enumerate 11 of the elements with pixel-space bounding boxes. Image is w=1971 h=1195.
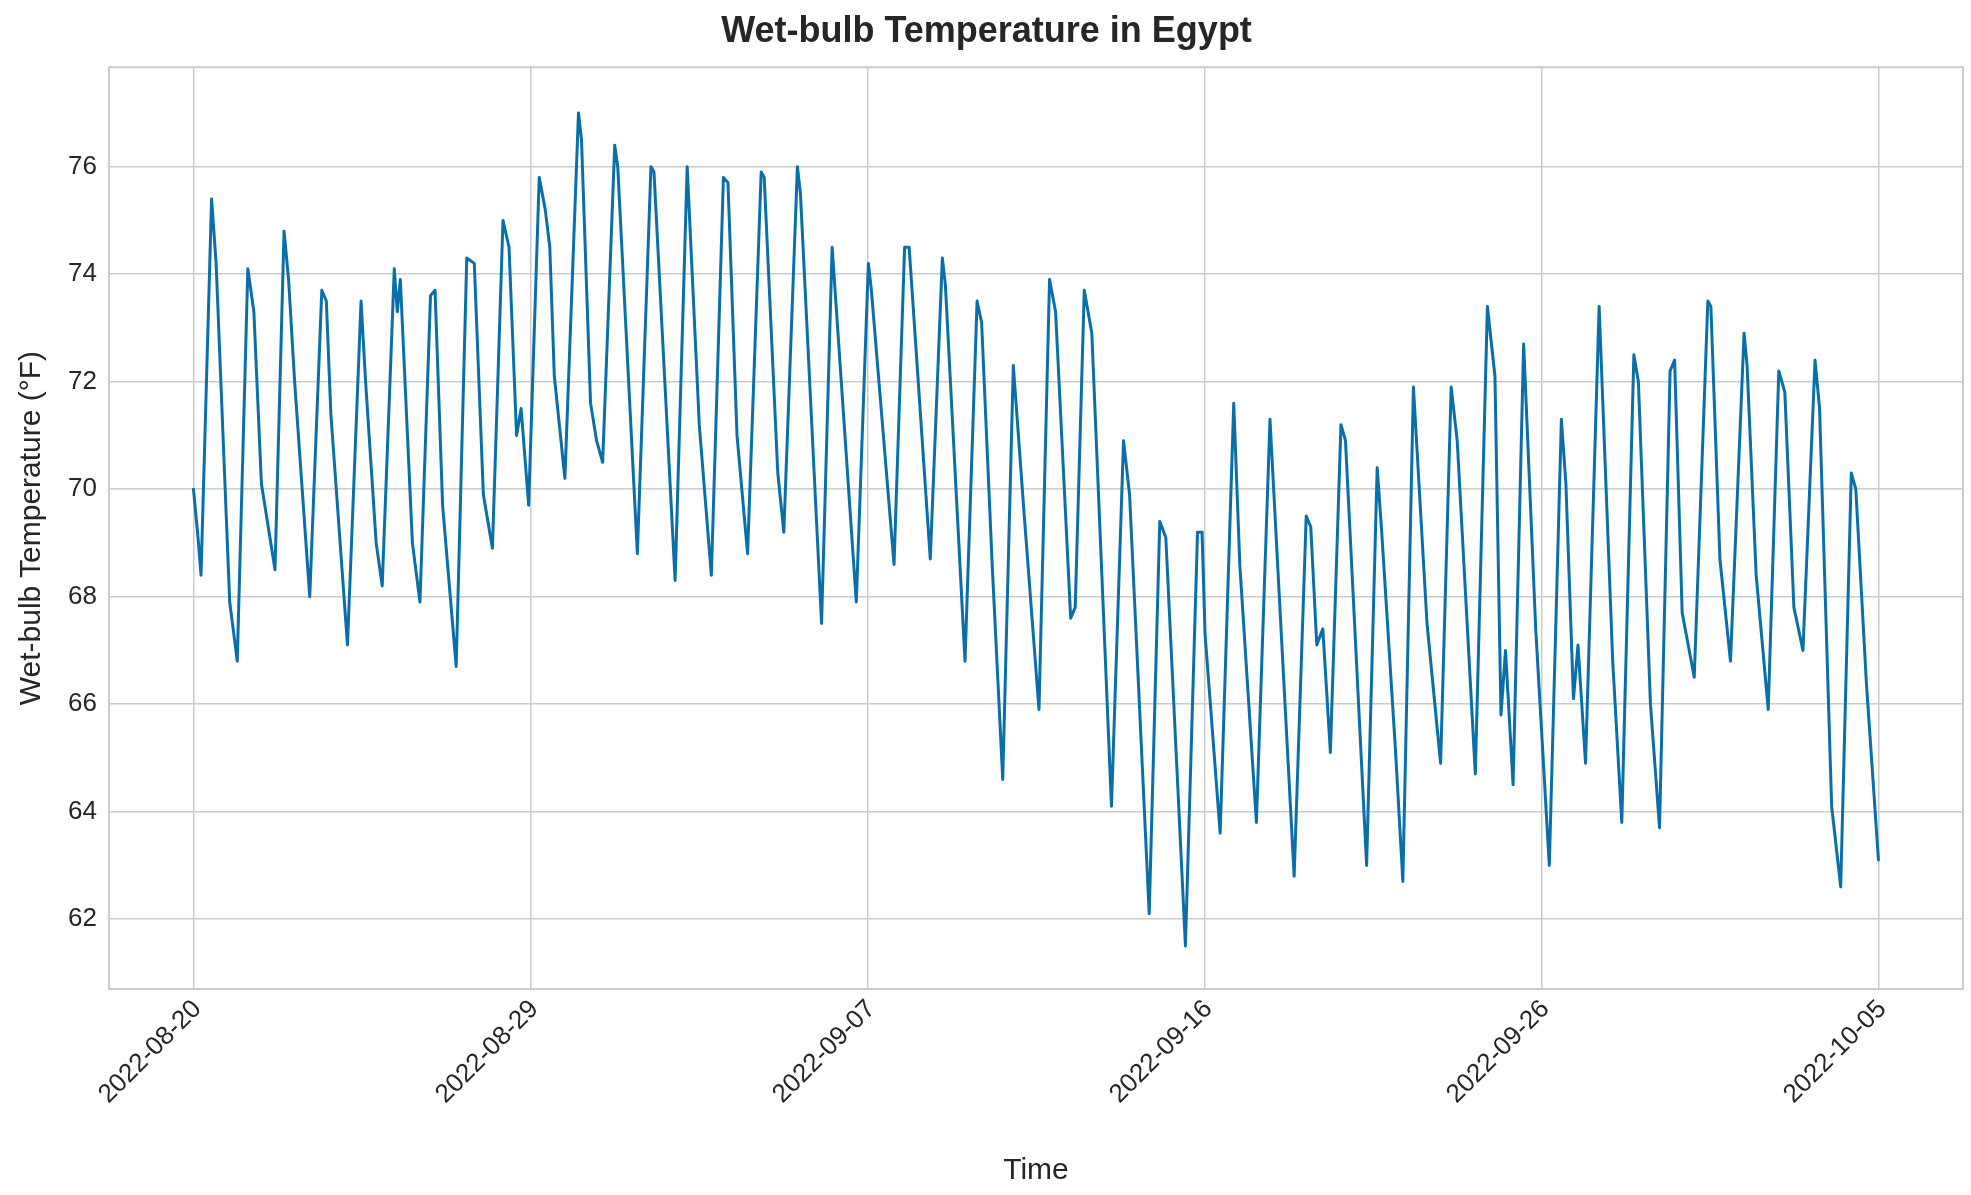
y-tick-label: 70 bbox=[68, 472, 97, 503]
y-tick-label: 66 bbox=[68, 687, 97, 718]
y-tick-label: 76 bbox=[68, 149, 97, 180]
y-tick-label: 62 bbox=[68, 902, 97, 933]
y-axis-title: Wet-bulb Temperature (°F) bbox=[13, 350, 47, 706]
y-tick-label: 72 bbox=[68, 364, 97, 395]
y-tick-label: 68 bbox=[68, 579, 97, 610]
x-axis-title: Time bbox=[1003, 1152, 1069, 1186]
chart-title: Wet-bulb Temperature in Egypt bbox=[721, 8, 1252, 50]
y-tick-label: 64 bbox=[68, 794, 97, 825]
y-tick-label: 74 bbox=[68, 257, 97, 288]
